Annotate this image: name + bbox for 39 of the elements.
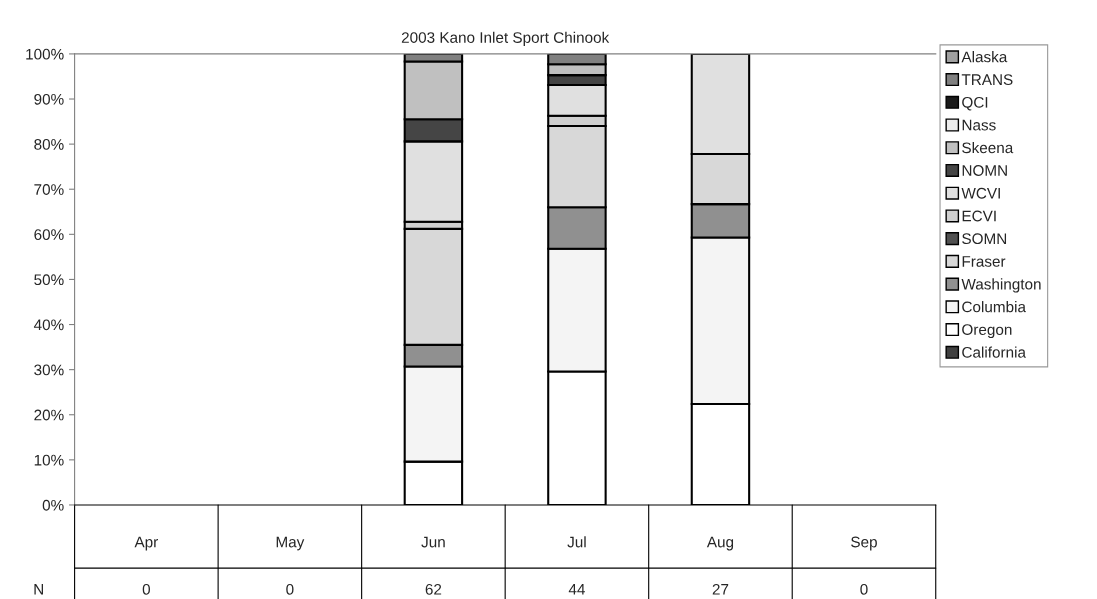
- legend-label: WCVI: [961, 187, 1000, 199]
- text: 0: [860, 583, 868, 595]
- y-tick-label: 90%: [34, 93, 64, 105]
- legend-label: NOMN: [962, 165, 1007, 176]
- x-tick-label: Jul: [567, 536, 586, 548]
- legend-label: ECVI: [962, 210, 996, 222]
- legend-label: Fraser: [962, 256, 1006, 267]
- legend-label: Columbia: [962, 301, 1026, 313]
- x-tick-label: Aug: [706, 536, 734, 551]
- legend-label: Washington: [961, 278, 1041, 293]
- text: N: [34, 584, 43, 595]
- x-tick-label: Jun: [421, 536, 445, 548]
- y-tick-label: 0%: [42, 499, 64, 511]
- y-tick-label: 20%: [34, 409, 64, 421]
- y-tick-label: 40%: [33, 319, 64, 331]
- x-tick-label: May: [276, 536, 305, 551]
- y-tick-label: 70%: [34, 184, 64, 195]
- legend-label: Oregon: [962, 324, 1012, 339]
- legend-label: Skeena: [962, 141, 1014, 154]
- text: 27: [712, 583, 729, 595]
- legend-label: TRANS: [961, 74, 1013, 86]
- text: 62: [425, 583, 442, 595]
- y-tick-label: 80%: [34, 138, 64, 150]
- y-tick-label: 100%: [26, 48, 64, 60]
- legend-label: Nass: [962, 119, 996, 131]
- y-tick-label: 10%: [34, 454, 64, 466]
- x-tick-label: Apr: [134, 536, 158, 551]
- text: 0: [286, 583, 294, 595]
- legend-label: SOMN: [962, 233, 1007, 245]
- legend-label: Alaska: [961, 51, 1008, 63]
- chart-title: 2003 Kano Inlet Sport Chinook: [401, 31, 610, 46]
- x-tick-label: Sep: [851, 536, 877, 551]
- text: 0: [142, 583, 151, 595]
- text: 44: [568, 584, 585, 595]
- y-tick-label: 50%: [34, 274, 64, 286]
- y-tick-label: 30%: [34, 364, 64, 376]
- y-tick-label: 60%: [34, 229, 64, 241]
- legend-label: QCI: [962, 96, 988, 111]
- legend-label: California: [962, 346, 1026, 358]
